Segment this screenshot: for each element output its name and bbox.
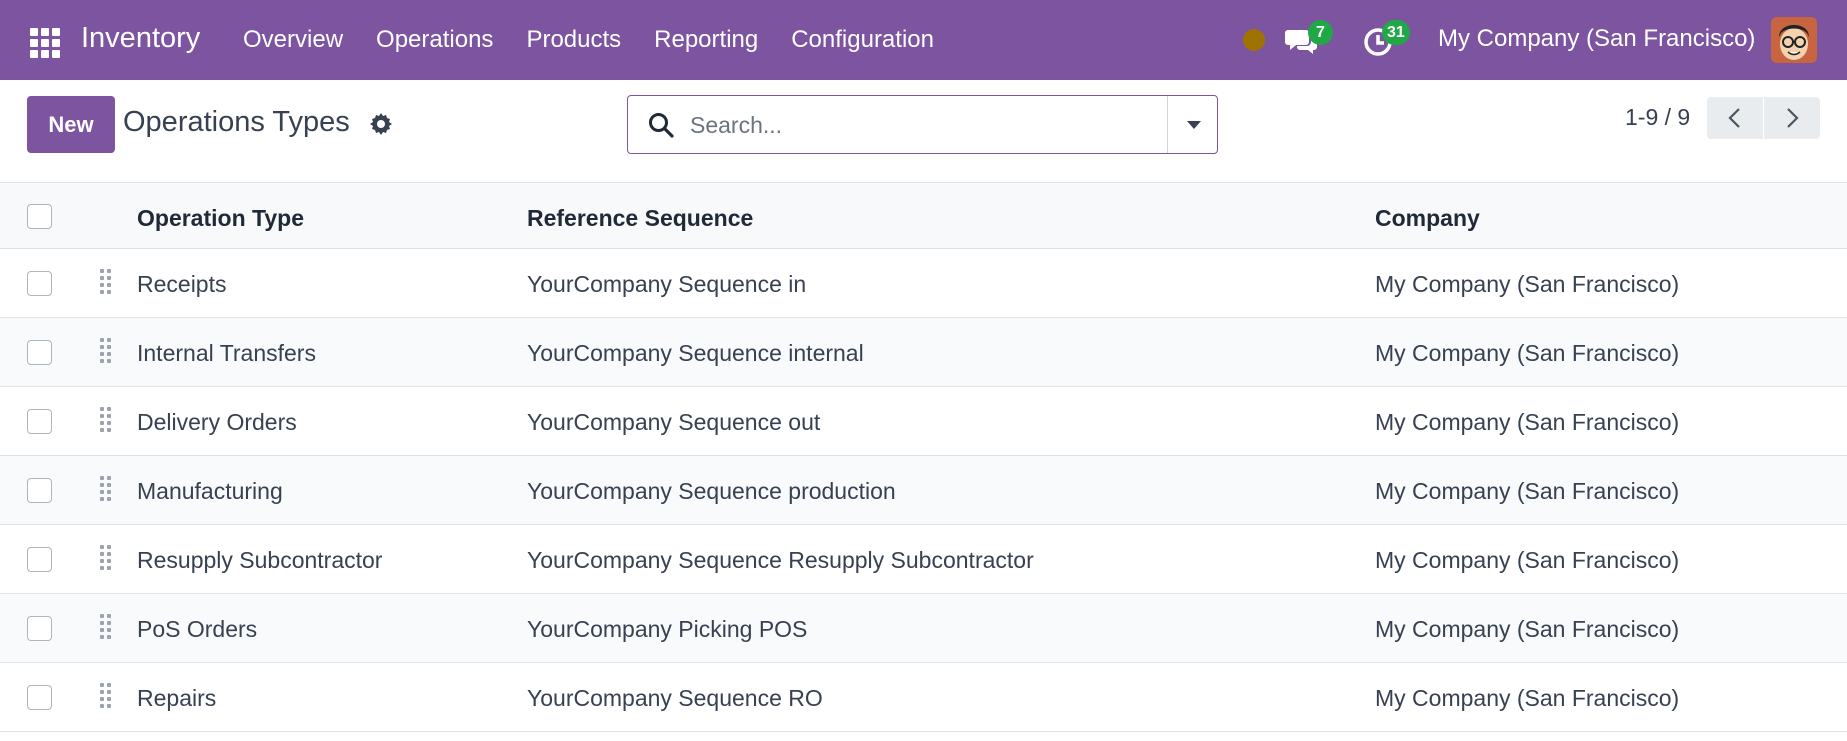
row-checkbox[interactable] [27, 685, 52, 710]
operation-type-cell: Receipts [137, 271, 227, 297]
search-divider [1167, 96, 1168, 153]
row-checkbox[interactable] [27, 340, 52, 365]
table-row[interactable]: Receipts YourCompany Sequence in My Comp… [0, 249, 1847, 318]
select-all-checkbox[interactable] [27, 204, 52, 229]
search-options-toggle[interactable] [1168, 96, 1218, 153]
drag-handle-icon[interactable] [100, 476, 114, 502]
page-title[interactable]: Operations Types [123, 106, 350, 138]
column-header-operation-type[interactable]: Operation Type [137, 205, 304, 231]
search-input[interactable] [690, 108, 1170, 142]
drag-handle-icon[interactable] [100, 338, 114, 364]
company-cell: My Company (San Francisco) [1375, 409, 1680, 435]
reference-sequence-cell: YourCompany Sequence RO [527, 685, 823, 711]
company-cell: My Company (San Francisco) [1375, 340, 1680, 366]
chevron-right-icon [1787, 108, 1799, 128]
operation-type-cell: PoS Orders [137, 616, 258, 642]
company-cell: My Company (San Francisco) [1375, 616, 1680, 642]
reference-sequence-cell: YourCompany Picking POS [527, 616, 808, 642]
reference-sequence-cell: YourCompany Sequence internal [527, 340, 864, 366]
company-cell: My Company (San Francisco) [1375, 478, 1680, 504]
drag-handle-icon[interactable] [100, 683, 114, 709]
reference-sequence-cell: YourCompany Sequence production [527, 478, 896, 504]
table-row[interactable]: PoS Orders YourCompany Picking POS My Co… [0, 594, 1847, 663]
reference-sequence-cell: YourCompany Sequence Resupply Subcontrac… [527, 547, 1034, 573]
company-cell: My Company (San Francisco) [1375, 685, 1680, 711]
menu-overview[interactable]: Overview [243, 26, 344, 53]
table-row[interactable]: Internal Transfers YourCompany Sequence … [0, 318, 1847, 387]
menu-operations[interactable]: Operations [376, 26, 494, 53]
table-row[interactable]: Repairs YourCompany Sequence RO My Compa… [0, 663, 1847, 732]
drag-handle-icon[interactable] [100, 269, 114, 295]
row-checkbox[interactable] [27, 409, 52, 434]
status-dot-icon[interactable] [1243, 29, 1265, 51]
chevron-left-icon [1728, 108, 1740, 128]
top-navbar: Inventory Overview Operations Products R… [0, 0, 1847, 80]
table-row[interactable]: Resupply Subcontractor YourCompany Seque… [0, 525, 1847, 594]
activity-count-badge: 31 [1382, 20, 1410, 45]
company-cell: My Company (San Francisco) [1375, 547, 1680, 573]
gear-icon[interactable] [369, 112, 393, 136]
row-checkbox[interactable] [27, 547, 52, 572]
company-switcher[interactable]: My Company (San Francisco) [1438, 25, 1756, 52]
pager-value[interactable]: 1-9 / 9 [1625, 104, 1691, 130]
row-checkbox[interactable] [27, 616, 52, 641]
row-checkbox[interactable] [27, 271, 52, 296]
operation-type-cell: Delivery Orders [137, 409, 297, 435]
main-menu: Overview Operations Products Reporting C… [243, 0, 967, 80]
operation-type-cell: Resupply Subcontractor [137, 547, 383, 573]
avatar[interactable] [1771, 17, 1817, 63]
search-bar [627, 95, 1218, 154]
table-row[interactable]: Delivery Orders YourCompany Sequence out… [0, 387, 1847, 456]
reference-sequence-cell: YourCompany Sequence out [527, 409, 821, 435]
row-checkbox[interactable] [27, 478, 52, 503]
new-button[interactable]: New [27, 96, 115, 153]
operation-types-table: Operation Type Reference Sequence Compan… [0, 182, 1847, 732]
drag-handle-icon[interactable] [100, 545, 114, 571]
app-name[interactable]: Inventory [81, 22, 201, 54]
drag-handle-icon[interactable] [100, 614, 114, 640]
table-header: Operation Type Reference Sequence Compan… [0, 182, 1847, 249]
operation-type-cell: Internal Transfers [137, 340, 316, 366]
pager-next-button[interactable] [1764, 97, 1820, 139]
menu-reporting[interactable]: Reporting [654, 26, 759, 53]
chat-count-badge: 7 [1308, 20, 1333, 45]
table-row[interactable]: Manufacturing YourCompany Sequence produ… [0, 456, 1847, 525]
reference-sequence-cell: YourCompany Sequence in [527, 271, 807, 297]
apps-grid-icon[interactable] [30, 28, 60, 58]
caret-down-icon [1187, 121, 1201, 129]
pager-previous-button[interactable] [1707, 97, 1763, 139]
menu-products[interactable]: Products [526, 26, 622, 53]
operation-type-cell: Repairs [137, 685, 217, 711]
company-cell: My Company (San Francisco) [1375, 271, 1680, 297]
menu-configuration[interactable]: Configuration [791, 26, 934, 53]
column-header-reference-sequence[interactable]: Reference Sequence [527, 205, 754, 231]
operation-type-cell: Manufacturing [137, 478, 283, 504]
search-icon [648, 112, 674, 138]
column-header-company[interactable]: Company [1375, 205, 1480, 231]
drag-handle-icon[interactable] [100, 407, 114, 433]
